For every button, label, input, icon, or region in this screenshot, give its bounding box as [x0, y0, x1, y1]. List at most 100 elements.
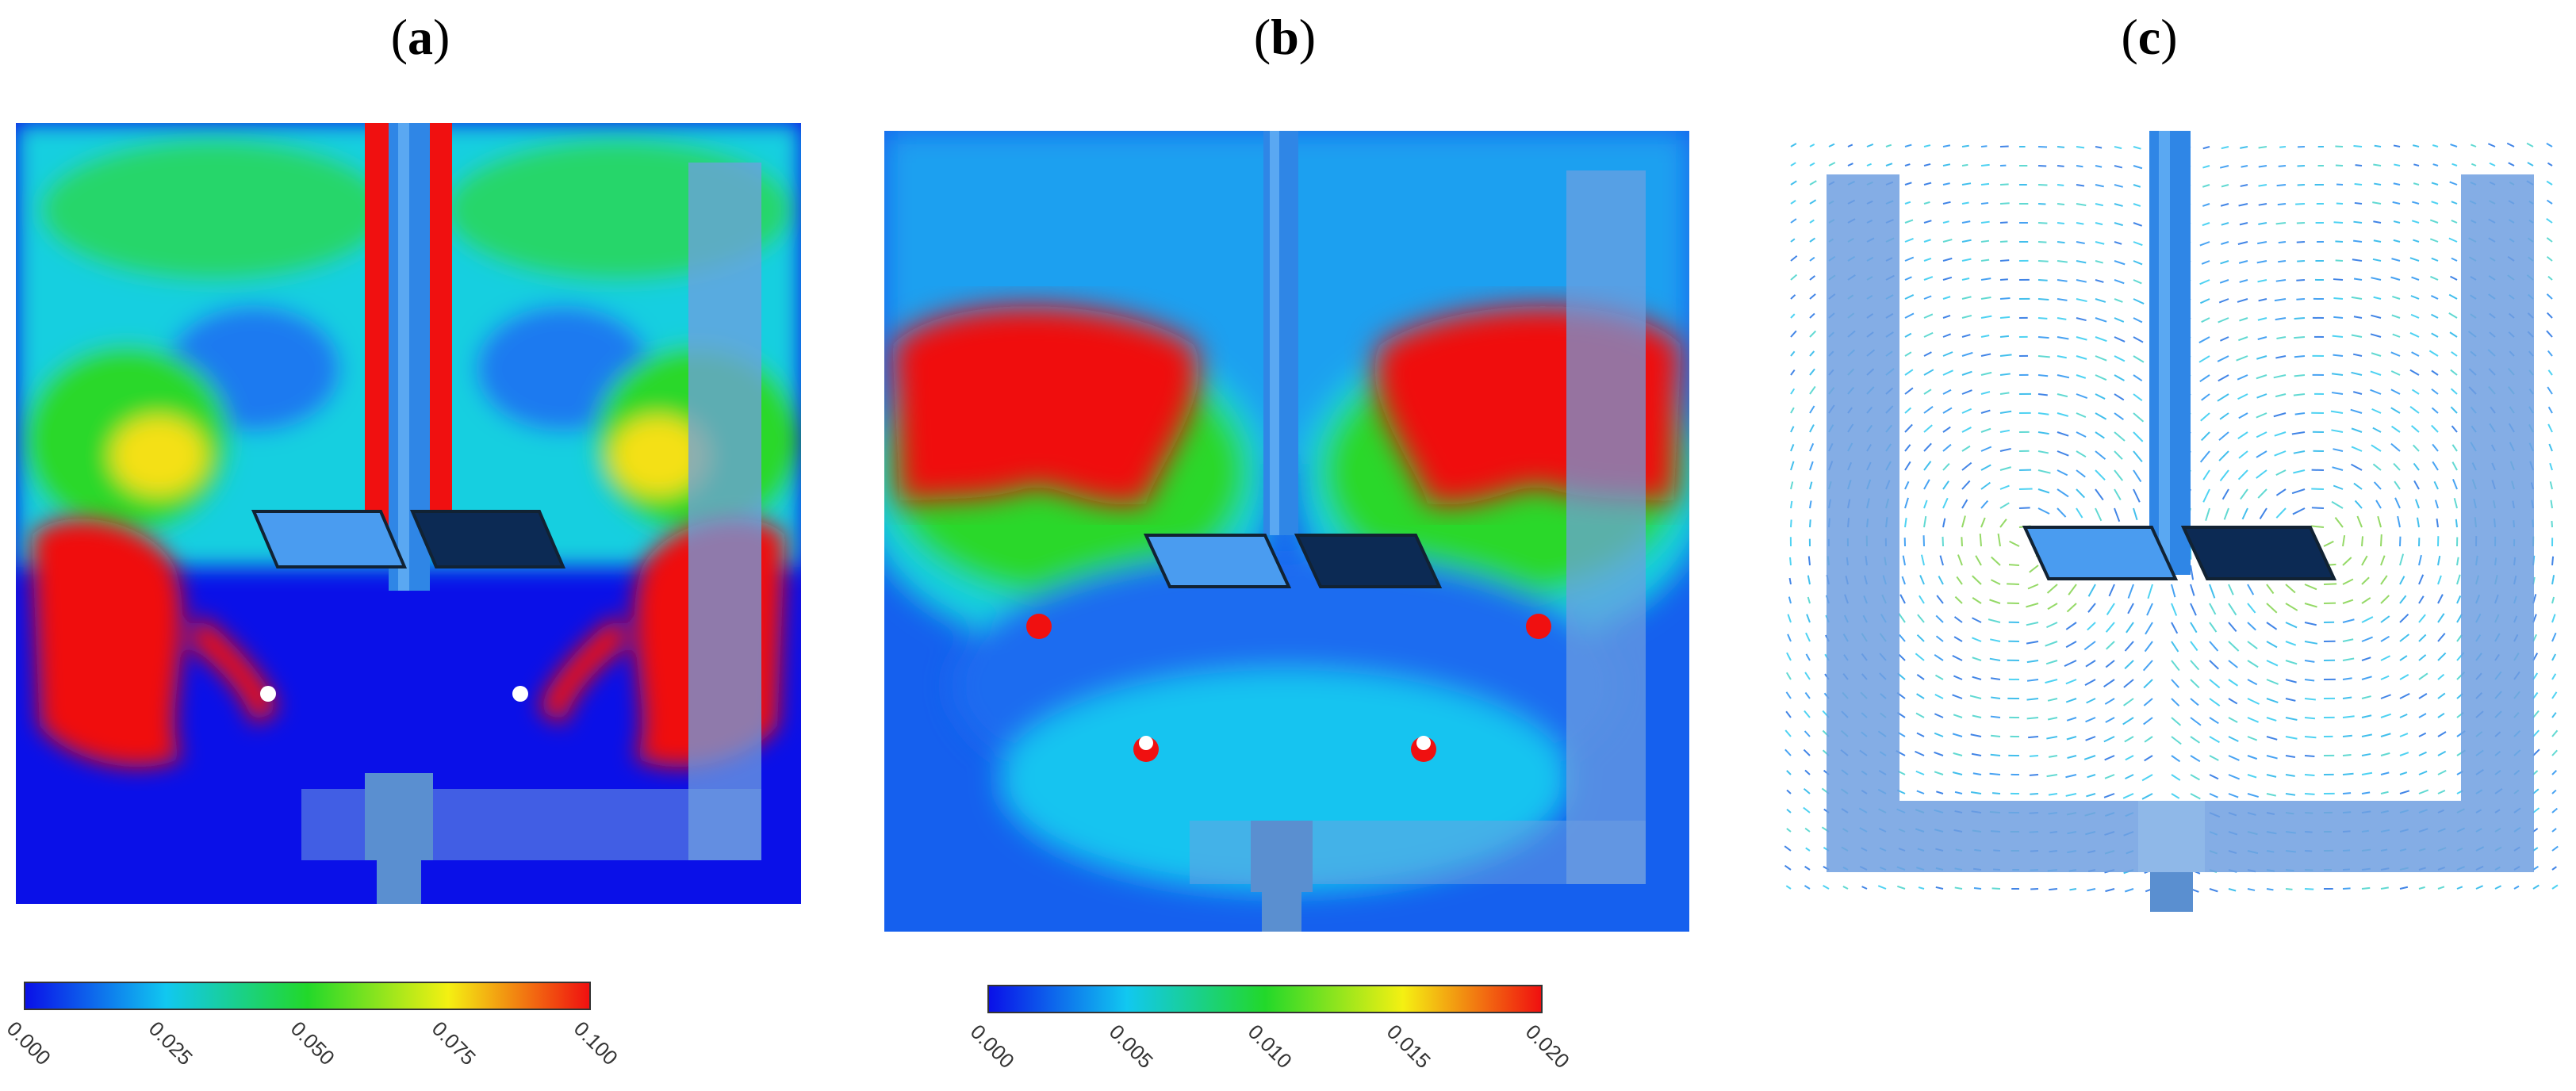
- velocity-vector: [2190, 584, 2195, 596]
- velocity-vector: [2546, 255, 2553, 262]
- velocity-vector: [1952, 655, 1963, 661]
- velocity-vector: [1999, 410, 2012, 414]
- velocity-vector: [2546, 312, 2553, 319]
- velocity-vector: [1809, 312, 1815, 319]
- velocity-vector: [1809, 144, 1815, 147]
- velocity-vector: [1999, 202, 2010, 205]
- velocity-vector: [2331, 429, 2344, 433]
- velocity-vector: [2105, 888, 2115, 893]
- velocity-vector: [2202, 469, 2210, 480]
- velocity-vector: [2076, 184, 2085, 187]
- velocity-vector: [2037, 355, 2050, 358]
- velocity-vector: [2550, 500, 2553, 509]
- velocity-vector: [1790, 313, 1796, 319]
- velocity-vector: [1788, 596, 1792, 604]
- velocity-vector: [1952, 771, 1963, 775]
- velocity-vector: [1915, 770, 1925, 775]
- velocity-vector: [1923, 276, 1934, 281]
- velocity-vector: [2114, 317, 2125, 323]
- velocity-vector: [2095, 336, 2107, 343]
- velocity-vector: [2411, 220, 2420, 224]
- velocity-vector: [2037, 298, 2049, 301]
- velocity-vector: [2451, 201, 2458, 205]
- velocity-vector: [2506, 142, 2515, 147]
- velocity-vector: [2076, 469, 2086, 478]
- velocity-vector: [2057, 488, 2069, 498]
- velocity-vector: [2418, 554, 2422, 566]
- velocity-vector: [2237, 241, 2248, 245]
- velocity-vector: [2532, 865, 2539, 871]
- velocity-vector: [2293, 469, 2306, 474]
- velocity-vector: [2353, 482, 2363, 490]
- velocity-vector: [2133, 431, 2144, 442]
- velocity-vector: [1809, 424, 1815, 433]
- velocity-vector: [2171, 755, 2181, 763]
- velocity-vector: [2393, 182, 2401, 186]
- velocity-vector: [2551, 712, 2557, 718]
- velocity-vector: [1904, 201, 1911, 205]
- velocity-vector: [2217, 355, 2229, 362]
- velocity-vector: [1923, 163, 1931, 167]
- velocity-vector: [2143, 698, 2153, 706]
- velocity-vector: [1904, 480, 1910, 490]
- velocity-vector: [2106, 603, 2115, 616]
- velocity-vector: [2361, 636, 2373, 642]
- velocity-vector: [2114, 469, 2124, 481]
- velocity-vector: [1980, 517, 1986, 528]
- velocity-vector: [1980, 391, 1991, 395]
- velocity-vector: [2551, 729, 2559, 737]
- velocity-vector: [1961, 445, 1971, 452]
- velocity-vector: [1961, 182, 1972, 186]
- velocity-vector: [1790, 369, 1796, 376]
- velocity-vector: [2037, 317, 2048, 320]
- velocity-vector: [2418, 886, 2425, 890]
- velocity-vector: [2451, 163, 2458, 167]
- velocity-vector: [2450, 275, 2458, 281]
- velocity-vector: [2399, 790, 2410, 794]
- velocity-vector: [2361, 791, 2371, 794]
- colorbar_a-tick-label: 0.050: [286, 1016, 339, 1070]
- velocity-vector: [2223, 507, 2229, 520]
- velocity-vector: [2547, 162, 2553, 167]
- velocity-vector: [2048, 793, 2058, 796]
- velocity-vector: [2009, 540, 2020, 547]
- velocity-vector: [2266, 622, 2278, 630]
- colorbar-b-gradient: [987, 985, 1543, 1013]
- velocity-vector: [2124, 660, 2134, 670]
- velocity-vector: [2095, 374, 2107, 381]
- velocity-vector: [2037, 393, 2048, 396]
- velocity-vector: [2076, 279, 2087, 283]
- velocity-vector: [2114, 507, 2121, 523]
- velocity-vector: [1961, 408, 1972, 414]
- velocity-vector: [2399, 733, 2409, 737]
- velocity-vector: [1999, 484, 2010, 490]
- velocity-vector: [2256, 412, 2267, 419]
- velocity-vector: [2266, 793, 2276, 797]
- velocity-vector: [2114, 241, 2122, 245]
- velocity-vector: [2133, 146, 2141, 150]
- velocity-vector: [2390, 442, 2401, 452]
- velocity-vector: [2352, 353, 2363, 357]
- velocity-vector: [2450, 144, 2458, 147]
- velocity-vector: [2171, 584, 2176, 598]
- velocity-vector: [2114, 412, 2124, 421]
- velocity-vector: [1957, 554, 1963, 566]
- velocity-vector: [2171, 793, 2180, 799]
- colorbar_b-tick-label: 0.000: [965, 1020, 1020, 1074]
- velocity-vector: [2304, 584, 2317, 591]
- velocity-vector: [2258, 184, 2267, 187]
- velocity-vector: [2190, 603, 2197, 616]
- velocity-vector: [1919, 575, 1925, 585]
- velocity-vector: [2411, 351, 2420, 357]
- velocity-vector: [2257, 488, 2267, 499]
- velocity-vector: [2429, 219, 2439, 224]
- velocity-vector: [2247, 660, 2259, 668]
- velocity-vector: [2380, 555, 2386, 566]
- velocity-vector: [2171, 679, 2179, 688]
- velocity-vector: [2199, 279, 2210, 285]
- velocity-vector: [1952, 694, 1963, 699]
- velocity-vector: [1954, 595, 1963, 604]
- velocity-vector: [1980, 335, 1990, 338]
- velocity-vector: [2437, 790, 2446, 794]
- velocity-vector: [1790, 407, 1795, 414]
